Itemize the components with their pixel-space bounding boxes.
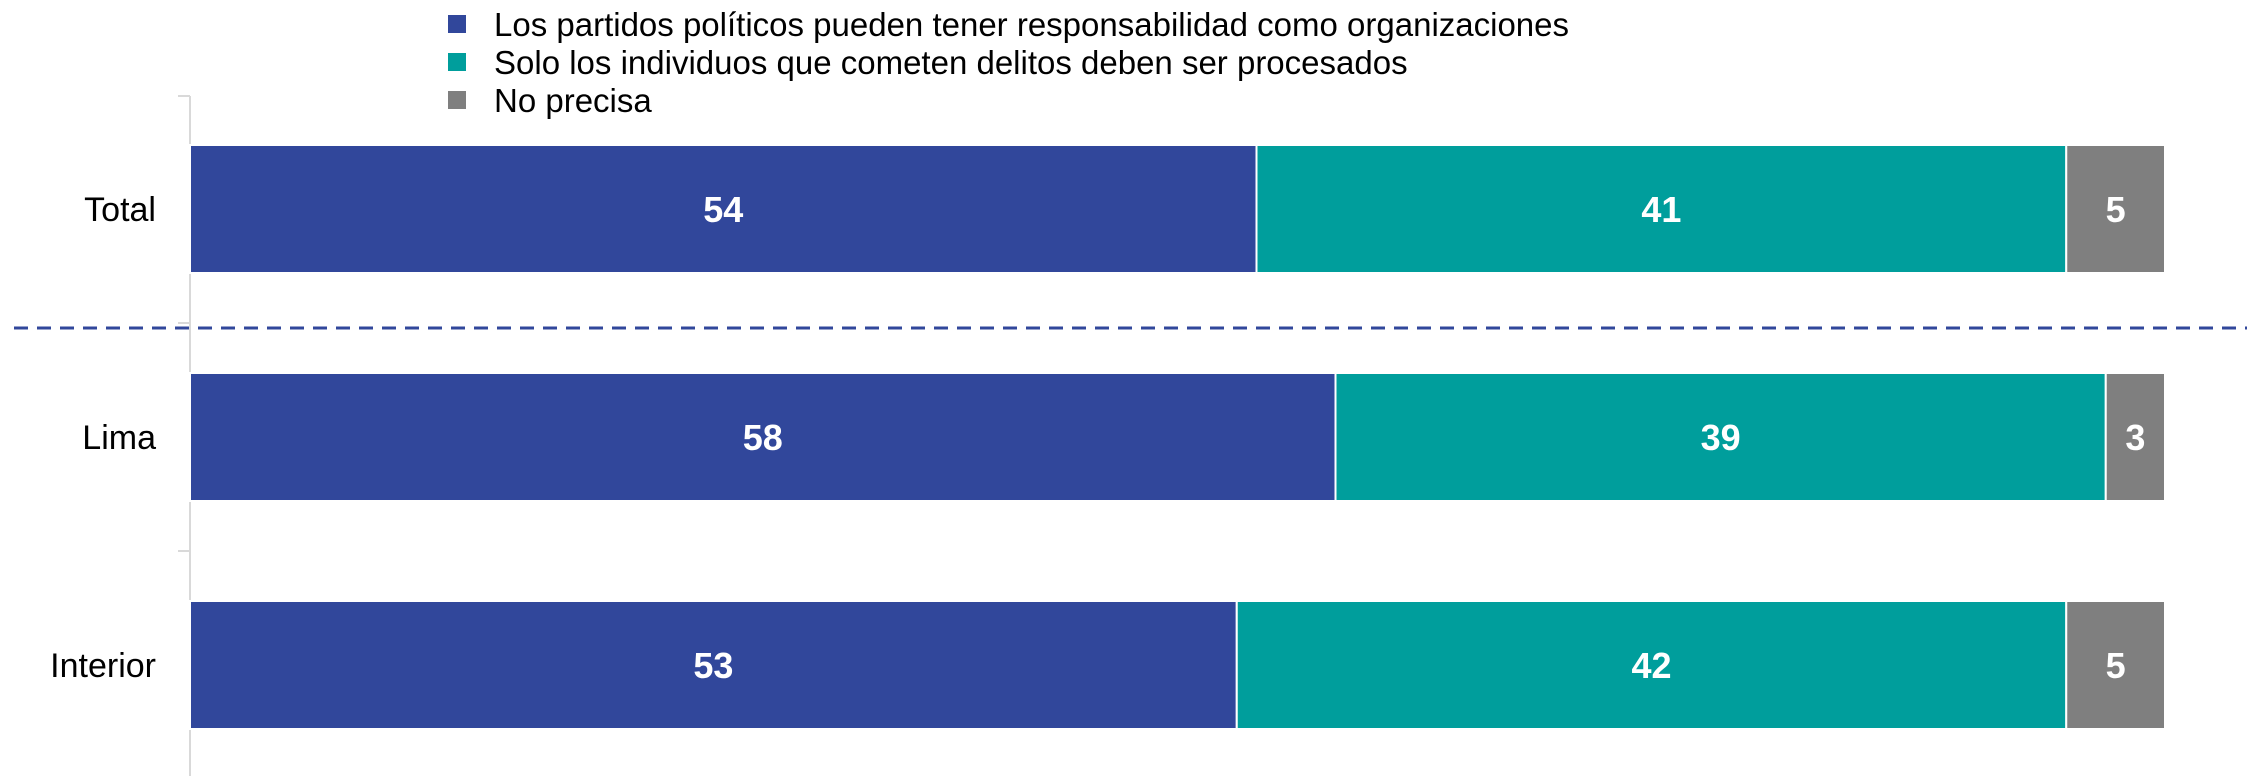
value-label-lima-series-0: 58 bbox=[743, 417, 783, 458]
bar-interior-series-0 bbox=[189, 600, 1238, 730]
value-label-interior-series-2: 5 bbox=[2106, 645, 2126, 686]
bar-total-series-0 bbox=[189, 144, 1258, 274]
value-label-interior-series-1: 42 bbox=[1631, 645, 1671, 686]
bars: 54 41 5 58 39 3 53 42 5 bbox=[189, 144, 2166, 730]
category-label-interior: Interior bbox=[50, 647, 156, 685]
value-label-lima-series-1: 39 bbox=[1701, 417, 1741, 458]
legend: Los partidos políticos pueden tener resp… bbox=[448, 6, 1569, 119]
value-label-interior-series-0: 53 bbox=[693, 645, 733, 686]
value-label-total-series-0: 54 bbox=[703, 189, 743, 230]
legend-swatch-0 bbox=[448, 15, 466, 33]
category-label-lima: Lima bbox=[82, 419, 156, 457]
bar-lima-series-1 bbox=[1334, 372, 2107, 502]
bar-lima-series-2 bbox=[2104, 372, 2166, 502]
legend-label-1: Solo los individuos que cometen delitos … bbox=[494, 44, 1408, 81]
category-axis bbox=[178, 95, 191, 776]
category-label-total: Total bbox=[84, 191, 156, 229]
bar-total-series-2 bbox=[2065, 144, 2166, 274]
category-labels: Total Lima Interior bbox=[50, 191, 156, 685]
value-label-total-series-2: 5 bbox=[2106, 189, 2126, 230]
legend-swatch-2 bbox=[448, 91, 466, 109]
value-label-lima-series-2: 3 bbox=[2125, 417, 2145, 458]
legend-swatch-1 bbox=[448, 53, 466, 71]
value-label-total-series-1: 41 bbox=[1641, 189, 1681, 230]
legend-label-0: Los partidos políticos pueden tener resp… bbox=[494, 6, 1569, 43]
bar-lima-series-0 bbox=[189, 372, 1337, 502]
legend-label-2: No precisa bbox=[494, 82, 652, 119]
bar-interior-series-2 bbox=[2065, 600, 2166, 730]
bar-interior-series-1 bbox=[1235, 600, 2068, 730]
